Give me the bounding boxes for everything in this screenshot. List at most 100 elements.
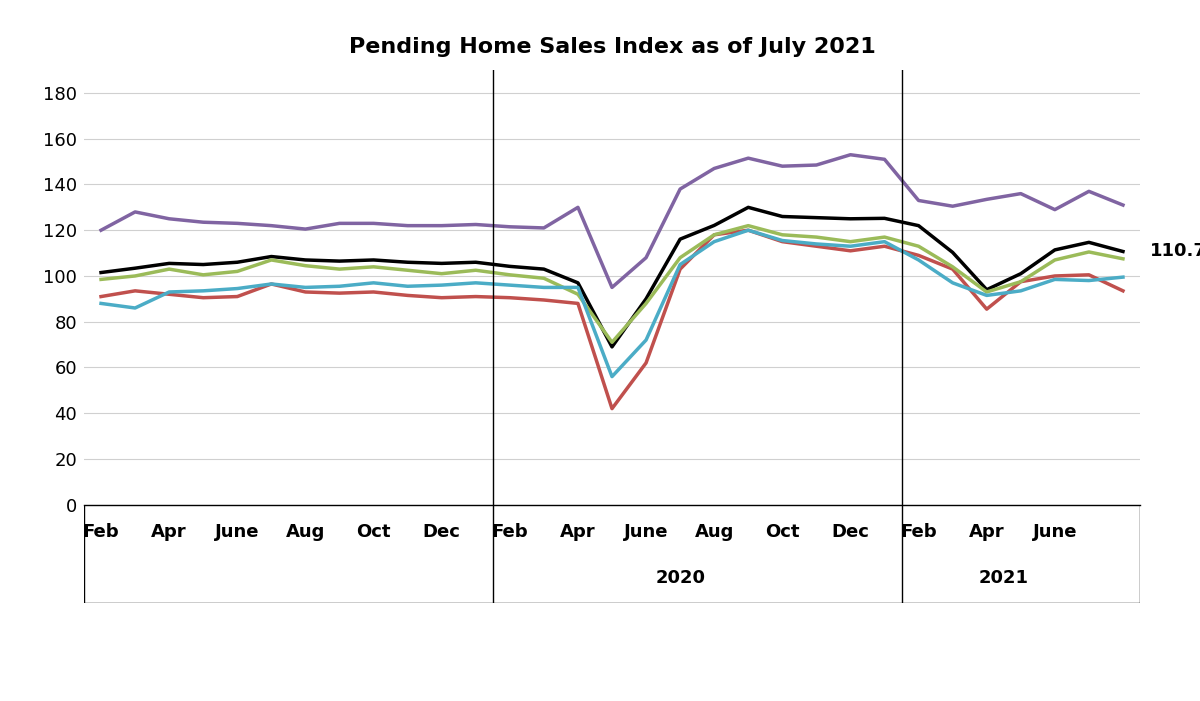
US [1014,269,1028,278]
SO [809,161,823,169]
SO [673,185,688,193]
SO [979,195,994,203]
NE [1014,278,1028,286]
SO [128,207,143,216]
WE [162,288,176,297]
US [366,256,380,264]
US [707,222,721,230]
MW [503,271,517,279]
WE [230,285,245,293]
MW [638,299,653,308]
US [605,343,619,351]
NE [844,247,858,255]
MW [1081,247,1096,256]
MW [1014,278,1028,286]
NE [434,294,449,302]
Text: June: June [1032,523,1078,541]
US [1081,238,1096,247]
WE [605,372,619,381]
NE [536,296,551,304]
MW [571,290,586,299]
MW [844,238,858,246]
NE [468,292,482,301]
SO [742,154,756,163]
SO [707,164,721,172]
SO [1116,201,1130,210]
SO [434,222,449,230]
NE [742,226,756,234]
SO [911,196,925,205]
US [332,257,347,265]
NE [775,238,790,246]
Text: 2020: 2020 [655,569,706,587]
WE [401,282,415,290]
Text: June: June [215,523,259,541]
Text: 110.7: 110.7 [1151,243,1200,261]
Line: US: US [101,207,1123,347]
NE [162,290,176,299]
WE [468,278,482,287]
Text: Oct: Oct [356,523,391,541]
WE [264,280,278,288]
WE [536,283,551,292]
SO [332,219,347,228]
Line: MW: MW [101,226,1123,342]
US [264,252,278,261]
Text: Aug: Aug [286,523,325,541]
SO [230,219,245,228]
SO [605,283,619,292]
WE [877,238,892,246]
MW [332,265,347,273]
MW [230,267,245,275]
NE [94,292,108,301]
MW [911,242,925,250]
WE [366,278,380,287]
US [401,258,415,266]
SO [196,218,210,226]
NE [605,404,619,413]
MW [401,266,415,275]
NE [911,251,925,259]
WE [571,283,586,292]
SO [162,215,176,223]
SO [571,203,586,212]
NE [673,265,688,273]
SO [468,220,482,229]
WE [1116,273,1130,281]
NE [128,287,143,295]
NE [571,299,586,308]
Text: Apr: Apr [968,523,1004,541]
NE [503,294,517,302]
SO [536,224,551,232]
WE [1048,275,1062,284]
MW [809,233,823,241]
WE [503,281,517,290]
WE [94,299,108,308]
US [775,212,790,221]
SO [401,222,415,230]
SO [366,219,380,228]
US [742,203,756,212]
Text: Feb: Feb [83,523,119,541]
MW [707,231,721,239]
MW [94,275,108,284]
WE [844,242,858,250]
MW [128,272,143,280]
MW [775,231,790,239]
NE [979,305,994,313]
US [434,259,449,268]
WE [434,281,449,290]
MW [877,233,892,241]
MW [366,263,380,271]
MW [1048,256,1062,264]
SO [299,225,313,233]
WE [128,304,143,312]
US [1048,245,1062,254]
Text: Apr: Apr [151,523,187,541]
SO [638,254,653,262]
MW [946,263,960,271]
Text: Apr: Apr [560,523,595,541]
FancyBboxPatch shape [84,505,1140,603]
NE [366,288,380,297]
SO [503,223,517,231]
